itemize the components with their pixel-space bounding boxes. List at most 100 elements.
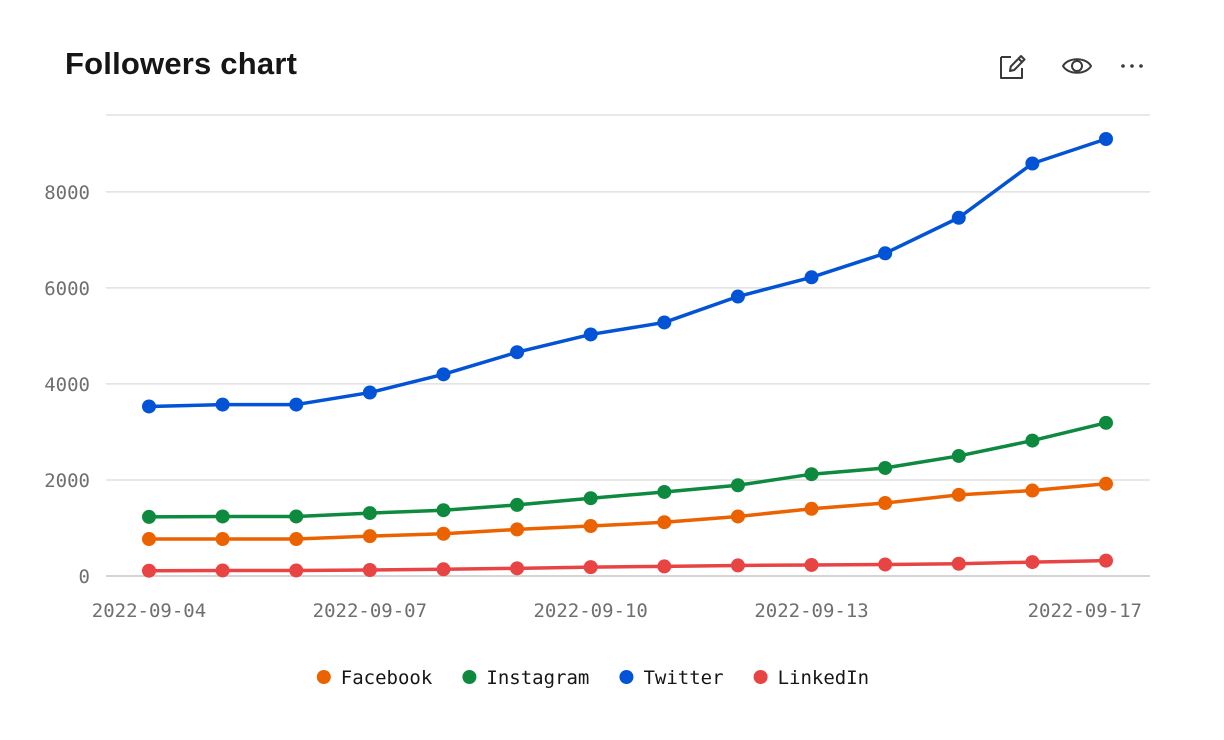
data-point[interactable] [215, 532, 230, 547]
data-point[interactable] [1099, 415, 1113, 430]
eye-icon [1062, 58, 1092, 74]
overflow-menu-button[interactable] [1110, 44, 1154, 88]
overflow-menu-icon [1121, 64, 1143, 68]
x-tick-label: 2022-09-07 [313, 600, 427, 622]
y-tick-label: 4000 [44, 374, 90, 396]
y-tick-label: 8000 [44, 182, 90, 204]
data-point[interactable] [436, 526, 451, 541]
data-point[interactable] [510, 522, 525, 537]
legend-label: Twitter [643, 667, 723, 689]
data-point[interactable] [1025, 433, 1040, 448]
y-tick-label: 2000 [44, 470, 90, 492]
data-point[interactable] [142, 509, 156, 524]
x-tick-label: 2022-09-10 [533, 600, 647, 622]
data-point[interactable] [1025, 483, 1040, 498]
data-point[interactable] [289, 397, 304, 412]
data-point[interactable] [1099, 553, 1113, 568]
data-point[interactable] [878, 246, 893, 261]
legend-swatch [753, 670, 768, 684]
data-point[interactable] [951, 556, 966, 571]
data-point[interactable] [362, 506, 377, 521]
data-point[interactable] [362, 562, 377, 577]
data-point[interactable] [730, 509, 745, 524]
legend-label: Facebook [341, 667, 433, 689]
data-point[interactable] [436, 562, 451, 577]
data-point[interactable] [142, 399, 156, 414]
legend-label: LinkedIn [778, 667, 870, 689]
data-point[interactable] [951, 448, 966, 463]
data-point[interactable] [1025, 555, 1040, 570]
data-point[interactable] [362, 529, 377, 544]
data-point[interactable] [583, 519, 598, 534]
data-point[interactable] [878, 460, 893, 475]
data-point[interactable] [657, 484, 672, 499]
x-tick-label: 2022-09-13 [754, 600, 868, 622]
edit-icon [1000, 55, 1026, 79]
data-point[interactable] [142, 563, 156, 578]
y-tick-label: 0 [79, 566, 90, 588]
edit-button[interactable] [990, 44, 1034, 88]
data-point[interactable] [657, 559, 672, 574]
data-point[interactable] [804, 557, 819, 572]
grid-layer [106, 114, 1150, 577]
data-point[interactable] [215, 509, 230, 524]
data-point[interactable] [804, 270, 819, 285]
data-point[interactable] [289, 532, 304, 547]
series-instagram [142, 415, 1113, 524]
page-title: Followers chart [65, 46, 298, 81]
y-tick-label: 6000 [44, 278, 90, 300]
data-point[interactable] [215, 397, 230, 412]
data-point[interactable] [436, 503, 451, 518]
data-point[interactable] [951, 210, 966, 225]
legend-swatch [619, 670, 634, 684]
series-twitter [142, 132, 1113, 414]
data-point[interactable] [878, 557, 893, 572]
data-point[interactable] [657, 315, 672, 330]
data-point[interactable] [510, 345, 525, 360]
legend-item-twitter[interactable]: Twitter [619, 667, 724, 689]
data-point[interactable] [436, 367, 451, 382]
data-point[interactable] [215, 563, 230, 578]
series-linkedin [142, 553, 1113, 578]
series-line [147, 482, 1108, 541]
x-axis: 2022-09-04 2022-09-07 2022-09-10 2022-09-13… [92, 600, 1142, 622]
data-point[interactable] [1099, 476, 1113, 491]
data-point[interactable] [289, 509, 304, 524]
data-point[interactable] [1099, 132, 1113, 147]
data-point[interactable] [657, 515, 672, 530]
legend-item-linkedin[interactable]: LinkedIn [753, 667, 870, 689]
data-point[interactable] [730, 558, 745, 573]
y-axis: 0 2000 4000 6000 8000 [44, 182, 90, 588]
x-tick-label: 2022-09-04 [92, 600, 206, 622]
data-point[interactable] [804, 467, 819, 482]
data-point[interactable] [510, 561, 525, 576]
data-point[interactable] [583, 491, 598, 506]
data-point[interactable] [1025, 156, 1040, 171]
x-tick-label: 2022-09-17 [1028, 600, 1142, 622]
data-point[interactable] [583, 560, 598, 575]
legend: Facebook Instagram Twitter LinkedIn [316, 667, 870, 689]
data-point[interactable] [730, 478, 745, 493]
series-facebook [142, 476, 1113, 547]
chart-toolbar [990, 44, 1160, 88]
legend-item-instagram[interactable]: Instagram [462, 667, 589, 689]
data-point[interactable] [951, 487, 966, 502]
legend-swatch [462, 670, 477, 684]
data-point[interactable] [730, 289, 745, 304]
data-point[interactable] [362, 385, 377, 400]
data-point[interactable] [142, 532, 156, 547]
legend-item-facebook[interactable]: Facebook [316, 667, 433, 689]
view-button[interactable] [1055, 44, 1099, 88]
legend-label: Instagram [486, 667, 589, 689]
data-point[interactable] [878, 496, 893, 511]
data-point[interactable] [289, 563, 304, 578]
legend-swatch [316, 670, 331, 684]
data-point[interactable] [583, 327, 598, 342]
series-layer [142, 132, 1113, 578]
series-line [147, 137, 1108, 409]
data-point[interactable] [510, 497, 525, 512]
data-point[interactable] [804, 501, 819, 516]
series-line [147, 421, 1108, 519]
